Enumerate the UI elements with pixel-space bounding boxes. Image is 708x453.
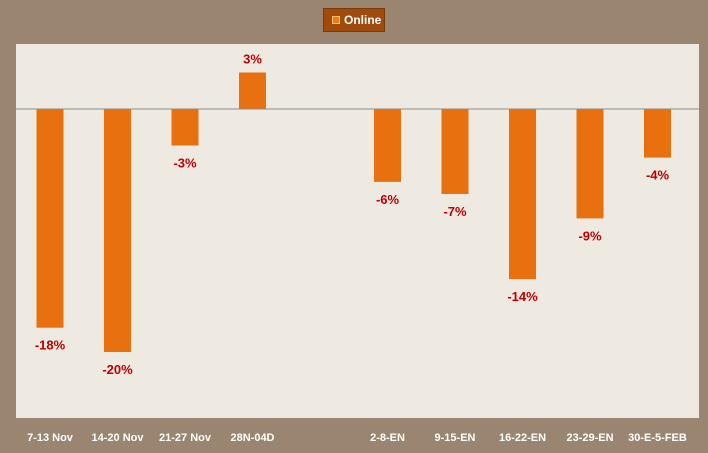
- data-label-5: -6%: [376, 192, 400, 207]
- bar-8: [576, 109, 604, 219]
- data-labels: -18% -20% -3% 3% -6% -7% -14% -9% -4%: [35, 52, 670, 378]
- x-tick-label-0: 7-13 Nov: [27, 432, 74, 444]
- bar-9: [644, 109, 671, 158]
- x-tick-labels: 7-13 Nov 14-20 Nov 21-27 Nov 28N-04D 2-8-EN 9…: [27, 432, 687, 444]
- x-tick-label-7: 16-22-EN: [499, 432, 546, 444]
- bars: [36, 72, 671, 352]
- bar-3: [239, 72, 266, 109]
- x-tick-label-1: 14-20 Nov: [92, 432, 145, 444]
- x-tick-label-5: 2-8-EN: [370, 432, 405, 444]
- x-tick-label-8: 23-29-EN: [566, 432, 613, 444]
- bar-6: [441, 109, 469, 194]
- legend-label: Online: [344, 13, 382, 27]
- data-label-6: -7%: [443, 204, 467, 219]
- data-label-0: -18%: [35, 338, 66, 353]
- bar-1: [104, 109, 131, 352]
- data-label-9: -4%: [646, 168, 670, 183]
- x-tick-label-6: 9-15-EN: [435, 432, 476, 444]
- x-tick-label-9: 30-E-5-FEB: [628, 432, 687, 444]
- x-tick-label-2: 21-27 Nov: [159, 432, 212, 444]
- bar-2: [171, 109, 199, 146]
- data-label-8: -9%: [578, 228, 602, 243]
- bar-7: [509, 109, 536, 280]
- bar-0: [36, 109, 64, 328]
- x-tick-label-3: 28N-04D: [230, 432, 274, 444]
- legend: Online: [323, 8, 385, 32]
- data-label-2: -3%: [173, 155, 197, 170]
- legend-swatch: [332, 16, 340, 24]
- bar-5: [374, 109, 401, 182]
- data-label-1: -20%: [102, 362, 133, 377]
- data-label-7: -14%: [507, 289, 538, 304]
- data-label-3: 3%: [243, 52, 262, 67]
